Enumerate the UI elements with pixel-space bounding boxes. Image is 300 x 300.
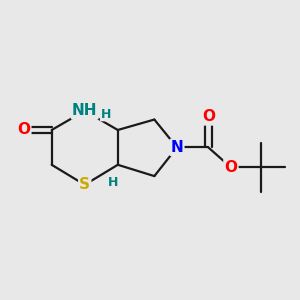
Text: O: O (202, 110, 215, 124)
Text: H: H (107, 176, 118, 189)
Text: NH: NH (72, 103, 98, 118)
Text: O: O (17, 122, 30, 137)
Text: S: S (79, 177, 90, 192)
Text: O: O (224, 160, 237, 175)
Text: N: N (171, 140, 183, 155)
Text: H: H (100, 108, 111, 121)
